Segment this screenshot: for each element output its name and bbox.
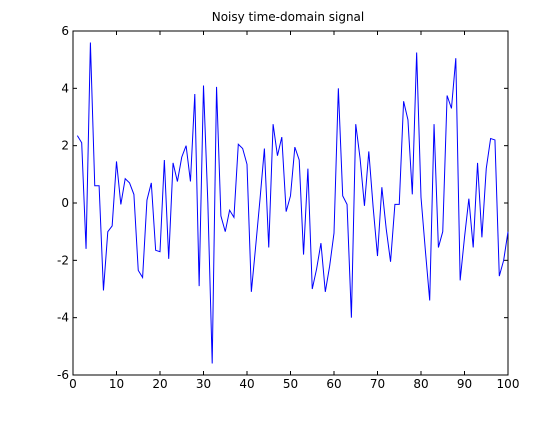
x-tick-label: 10 <box>109 377 124 391</box>
y-tick-label: 4 <box>61 81 69 95</box>
x-tick-label: 60 <box>326 377 341 391</box>
y-tick-label: -4 <box>57 311 69 325</box>
axis-tick-labels: 0 10 20 30 40 50 60 70 80 90 100 -6 -4 -2 0 2 4 6 <box>57 24 519 391</box>
series-line <box>76 42 509 364</box>
chart-title: Noisy time-domain signal <box>212 10 365 24</box>
x-tick-label: 70 <box>370 377 385 391</box>
x-tick-label: 100 <box>497 377 520 391</box>
axis-ticks <box>72 30 509 376</box>
x-tick-label: 50 <box>283 377 298 391</box>
y-tick-label: 6 <box>61 24 69 38</box>
plot-frame <box>72 30 509 376</box>
y-tick-label: -6 <box>57 368 69 382</box>
x-tick-label: 30 <box>196 377 211 391</box>
y-tick-label: 0 <box>61 196 69 210</box>
x-tick-label: 80 <box>413 377 428 391</box>
y-tick-label: 2 <box>61 139 69 153</box>
x-tick-label: 0 <box>69 377 77 391</box>
y-tick-label: -2 <box>57 253 69 267</box>
x-tick-label: 20 <box>152 377 167 391</box>
x-tick-label: 90 <box>457 377 472 391</box>
x-tick-label: 40 <box>239 377 254 391</box>
